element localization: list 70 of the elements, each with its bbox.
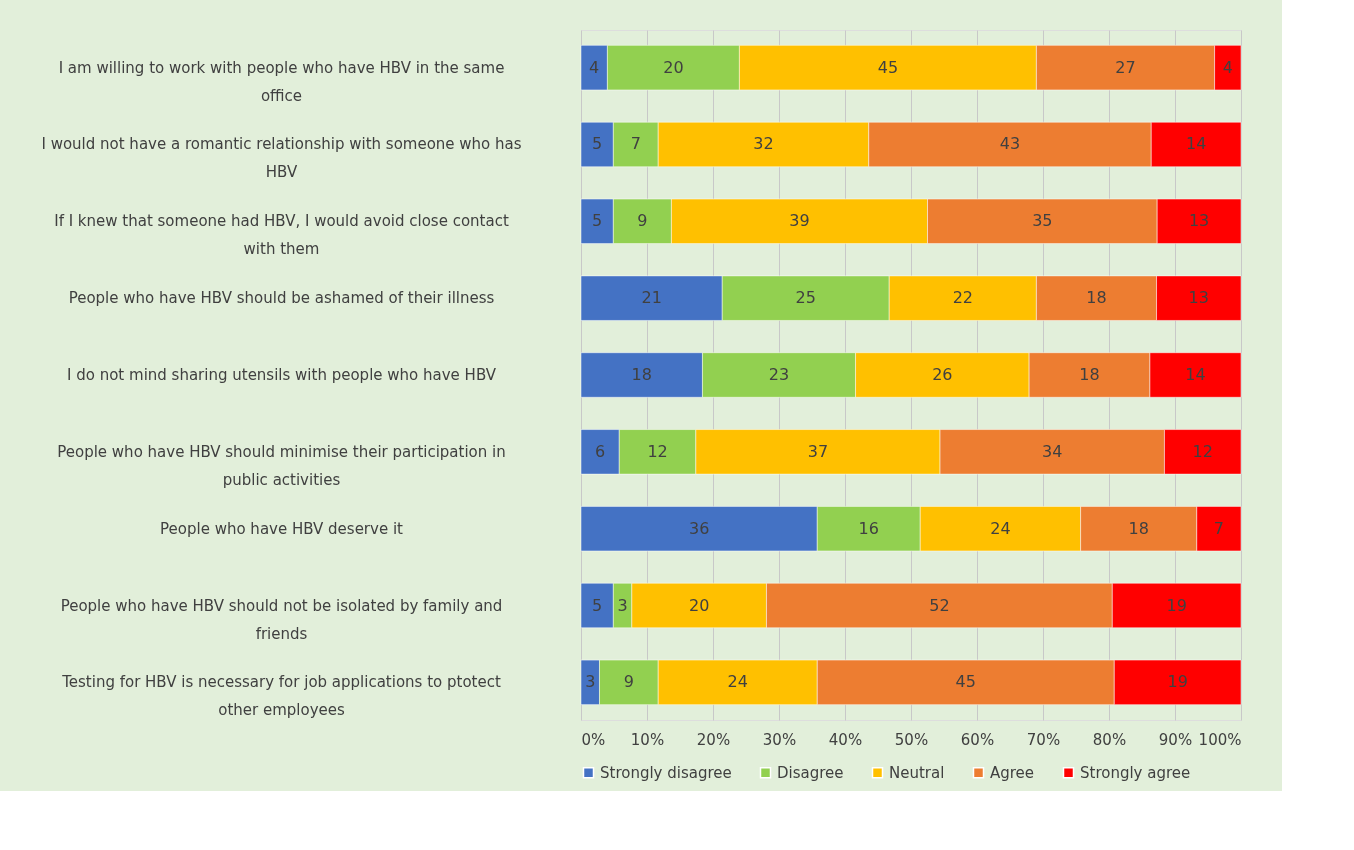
data-label: 37 [807,441,829,461]
x-tick-label: 30% [762,730,797,749]
data-label: 20 [663,57,684,77]
x-tick-label: 0% [581,730,606,749]
x-tick-label: 60% [960,730,995,749]
data-label: 4 [1222,57,1233,77]
data-label: 26 [932,365,953,384]
x-tick-label: 20% [696,730,731,749]
y-tick-label: People who have HBV should be ashamed of their illness [68,289,495,308]
data-label: 18 [1079,365,1100,384]
data-label: 13 [1188,288,1209,308]
y-tick-label: I would not have a romantic relationship with someone who has HBV [41,135,522,182]
data-label: 19 [1166,595,1187,615]
data-label: 43 [999,134,1021,154]
y-tick-label: I do not mind sharing utensils with people who have HBV [67,366,497,384]
legend-label: Neutral [889,763,945,782]
data-label: 12 [647,441,668,461]
data-label: 3 [585,672,596,692]
data-label: 13 [1188,211,1210,231]
data-label: 16 [858,518,879,538]
data-label: 9 [637,211,648,231]
data-label: 36 [688,518,710,538]
data-label: 7 [1213,518,1224,538]
data-label: 20 [688,595,710,615]
y-tick-label: I am willing to work with people who have HBV in the same office [58,58,505,105]
x-tick-label: 90% [1158,730,1193,749]
data-label: 23 [768,365,790,384]
data-label: 4 [589,57,600,77]
data-label: 18 [1086,288,1107,308]
data-label: 14 [1185,134,1207,154]
data-label: 39 [789,211,810,231]
data-label: 5 [592,134,603,154]
legend-label: Strongly disagree [600,763,732,782]
data-label: 5 [592,595,603,615]
data-label: 27 [1115,57,1136,77]
x-tick-label: 80% [1092,730,1127,749]
legend-label: Agree [990,763,1035,782]
data-label: 21 [641,288,662,308]
data-label: 18 [1128,518,1149,538]
data-label: 12 [1192,441,1213,461]
data-label: 18 [631,365,652,384]
x-tick-label: 40% [828,730,863,749]
x-tick-label: 10% [630,730,665,749]
data-label: 14 [1185,365,1206,384]
y-tick-label: People who have HBV should minimise their participation in public activities [57,442,506,489]
y-tick-label: Testing for HBV is necessary for job applications to ptotect other employees [61,673,501,720]
data-label: 6 [595,441,606,461]
x-tick-label: 100% [1198,730,1242,749]
legend-label: Disagree [777,763,844,782]
x-tick-label: 50% [894,730,929,749]
data-label: 22 [952,288,973,308]
data-label: 24 [990,518,1011,538]
data-label: 45 [877,57,899,77]
y-tick-label: People who have HBV should not be isolated by family and friends [60,596,503,643]
data-label: 32 [753,134,774,154]
data-label: 45 [955,672,976,692]
data-label: 19 [1167,672,1188,692]
legend-label: Strongly agree [1080,763,1191,782]
y-tick-label: People who have HBV deserve it [160,519,404,538]
data-label: 34 [1042,441,1063,461]
data-label: 9 [623,672,634,692]
x-tick-label: 70% [1026,730,1061,749]
data-label: 7 [630,134,641,154]
y-tick-label: If I knew that someone had HBV, I would avoid close contact with them [54,212,509,259]
data-label: 5 [592,211,603,231]
data-label: 52 [929,595,950,615]
data-label: 24 [727,672,748,692]
data-label: 25 [795,288,816,308]
data-label: 3 [617,595,628,615]
data-label: 35 [1032,211,1053,231]
